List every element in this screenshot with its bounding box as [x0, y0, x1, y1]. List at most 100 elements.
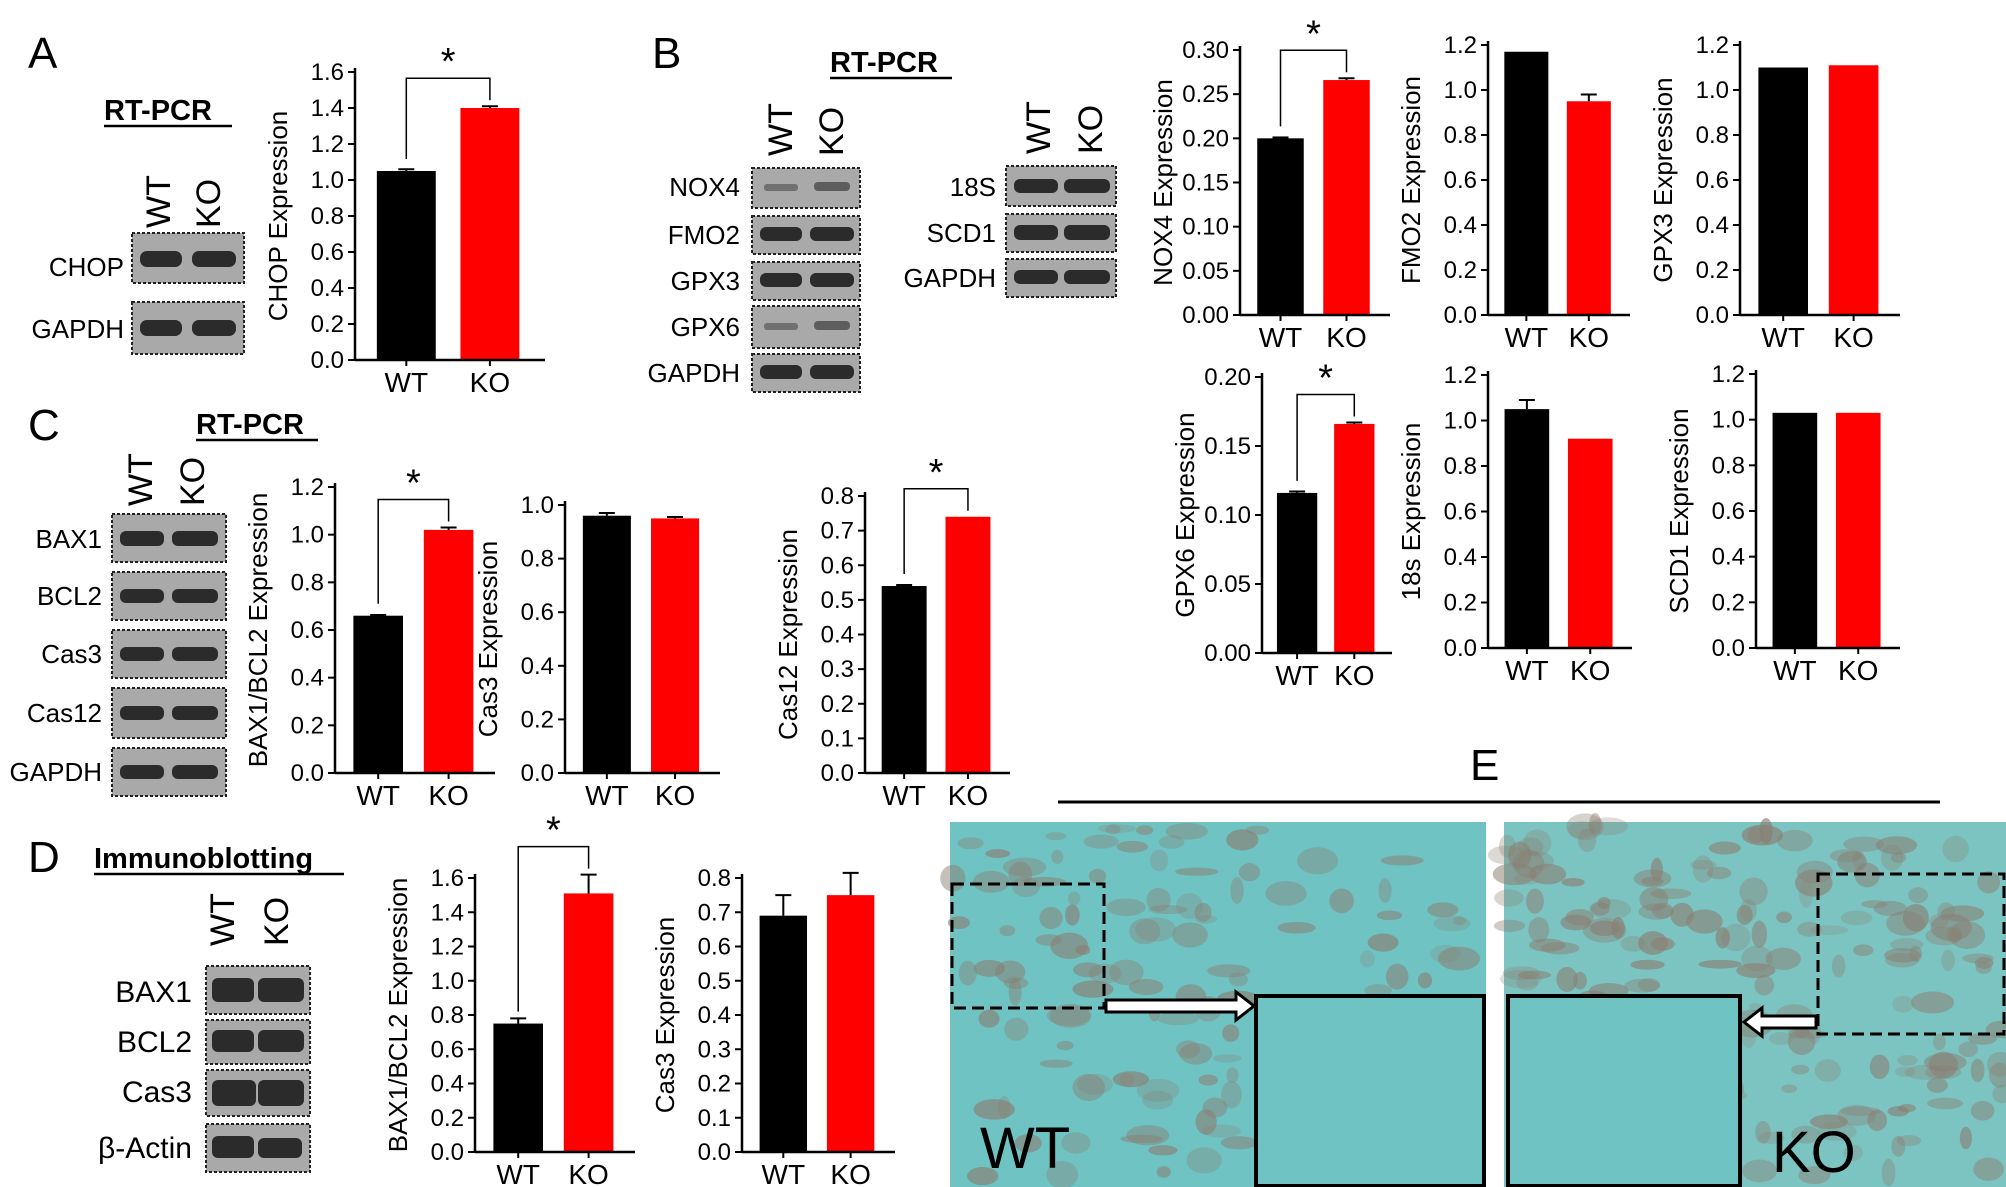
tissue-spot [1128, 978, 1164, 995]
y-tick-label: 0.4 [521, 653, 554, 680]
panel-d-letter: D [28, 833, 60, 882]
y-tick-label: 0.15 [1182, 170, 1229, 197]
tissue-spot [1890, 852, 1907, 863]
y-tick-label: 0.10 [1204, 502, 1251, 529]
y-tick-label: 0.6 [311, 239, 344, 266]
panel-c-band-label-gapdh: GAPDH [10, 757, 102, 787]
tissue-spot [1765, 947, 1802, 971]
y-tick-label: 0.7 [698, 899, 731, 926]
y-tick-label: 0.30 [1182, 37, 1229, 64]
y-tick-label: 0.7 [821, 518, 854, 545]
x-tick-label: KO [655, 780, 695, 811]
y-tick-label: 0.20 [1182, 125, 1229, 152]
y-axis-title: CHOP Expression [263, 111, 293, 322]
panel-b-lane-wt: WT [762, 103, 800, 156]
panel-a-lane-wt: WT [140, 175, 178, 228]
tissue-spot [1843, 1144, 1864, 1161]
tissue-spot [1941, 949, 1955, 972]
tissue-spot [1049, 1003, 1092, 1028]
tissue-spot [1853, 944, 1874, 957]
panel-b-right-lane-ko: KO [1072, 105, 1110, 154]
panel-e-ko-label: KO [1772, 1120, 1856, 1185]
y-tick-label: 0.6 [291, 617, 324, 644]
tissue-spot [1045, 832, 1067, 841]
tissue-spot [1437, 946, 1481, 971]
tissue-spot [1427, 902, 1459, 918]
y-tick-label: 0.10 [1182, 214, 1229, 241]
panel-d-band-label-beta-actin: β-Actin [98, 1132, 192, 1165]
x-tick-label: WT [882, 780, 926, 811]
tissue-spot [1736, 963, 1776, 979]
bar-ko [1323, 80, 1370, 316]
chart-b-nox4: 0.00 0.05 0.10 0.15 0.20 0.25 0.30 WT KO NOX4 Exp… [1148, 13, 1390, 353]
panel-b-band-label-fmo2: FMO2 [668, 220, 740, 250]
y-tick-label: 0.8 [698, 865, 731, 892]
tissue-spot [1577, 828, 1597, 853]
y-tick-label: 1.2 [311, 131, 344, 158]
tissue-spot [1097, 824, 1136, 833]
y-tick-label: 1.2 [431, 934, 464, 961]
tissue-spot [1172, 922, 1208, 948]
x-tick-label: WT [762, 1159, 806, 1187]
panel-c-band [120, 647, 164, 661]
y-tick-label: 0.0 [1444, 635, 1477, 662]
tissue-spot [1072, 980, 1114, 998]
tissue-spot [1776, 911, 1792, 924]
x-tick-label: KO [1334, 660, 1374, 691]
tissue-spot [999, 925, 1016, 937]
y-axis-title: BAX1/BCL2 Expression [383, 878, 413, 1153]
tissue-spot [1843, 836, 1885, 852]
tissue-spot [1528, 938, 1566, 952]
y-axis-title: FMO2 Expression [1396, 76, 1426, 284]
y-tick-label: 0.00 [1182, 302, 1229, 329]
y-axis-title: GPX3 Expression [1648, 77, 1678, 282]
tissue-spot [1056, 1040, 1074, 1051]
tissue-spot [1508, 841, 1532, 869]
arrow-left-icon [1741, 1004, 1818, 1040]
panel-c-band [172, 647, 218, 661]
y-axis-title: Cas3 Expression [650, 917, 680, 1114]
tissue-spot [1120, 1134, 1164, 1144]
chart-c-cas12: 0.0 0.1 0.2 0.3 0.4 0.5 0.6 0.7 0.8 WT KO Cas12 Exp… [773, 452, 1010, 811]
panel-c-band-label-cas3: Cas3 [41, 639, 102, 669]
y-tick-label: 0.2 [698, 1071, 731, 1098]
tissue-spot [1129, 918, 1161, 945]
tissue-spot [1566, 813, 1604, 841]
bar-wt [353, 615, 403, 773]
panel-e-wt-spots [940, 822, 1481, 1187]
panel-b-band-label-18s: 18S [950, 172, 996, 202]
bar-wt [493, 1023, 543, 1152]
y-tick-label: 0.3 [821, 656, 854, 683]
tissue-spot [1751, 920, 1768, 948]
tissue-spot [985, 849, 1011, 858]
y-tick-label: 1.0 [311, 167, 344, 194]
tissue-spot [1721, 923, 1751, 952]
tissue-spot [1076, 1073, 1113, 1095]
tissue-spot [1940, 905, 1985, 922]
y-tick-label: 1.2 [1444, 362, 1477, 389]
tissue-spot [1884, 948, 1921, 963]
tissue-spot [1528, 917, 1550, 943]
tissue-spot [1927, 1097, 1964, 1110]
y-tick-label: 0.2 [291, 712, 324, 739]
tissue-spot [1754, 975, 1775, 996]
y-tick-label: 0.4 [1696, 212, 1729, 239]
tissue-spot [1175, 893, 1204, 919]
tissue-spot [1791, 1064, 1810, 1075]
tissue-spot [1925, 1065, 1962, 1080]
panel-b-band [1014, 225, 1058, 240]
y-tick-label: 0.2 [1696, 257, 1729, 284]
tissue-spot [1105, 824, 1121, 835]
x-tick-label: KO [1570, 655, 1610, 686]
panel-b-blots-right [1005, 165, 1117, 298]
panel-b-band [760, 273, 802, 287]
tissue-spot [1973, 1157, 2004, 1181]
tissue-spot [1926, 1077, 1948, 1093]
x-tick-label: WT [1505, 322, 1549, 353]
tissue-spot [1970, 1101, 1995, 1121]
panel-d-band-label-bcl2: BCL2 [117, 1026, 192, 1059]
significance-star: * [929, 452, 944, 494]
significance-star: * [406, 463, 421, 505]
tissue-spot [1715, 927, 1730, 949]
significance-star: * [1318, 358, 1333, 400]
